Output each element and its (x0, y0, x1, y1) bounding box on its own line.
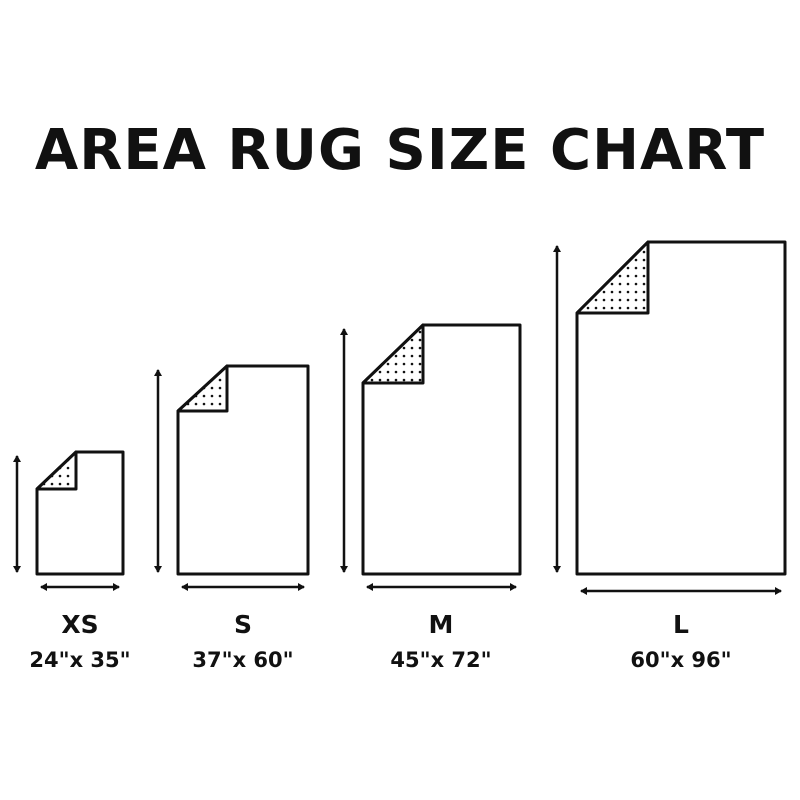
dimensions-label: 60"x 96" (630, 648, 732, 672)
rug-outline (35, 450, 125, 576)
size-label: XS (61, 610, 99, 639)
folded-corner (361, 323, 425, 385)
size-label: L (673, 610, 689, 639)
folded-corner (35, 450, 78, 491)
chart-title: AREA RUG SIZE CHART (34, 118, 766, 183)
size-label: M (428, 610, 454, 639)
folded-corner (176, 364, 229, 413)
dimensions-label: 37"x 60" (192, 648, 294, 672)
folded-corner (575, 240, 650, 315)
dimensions-label: 45"x 72" (390, 648, 492, 672)
dimensions-label: 24"x 35" (29, 648, 131, 672)
size-label: S (233, 610, 252, 639)
